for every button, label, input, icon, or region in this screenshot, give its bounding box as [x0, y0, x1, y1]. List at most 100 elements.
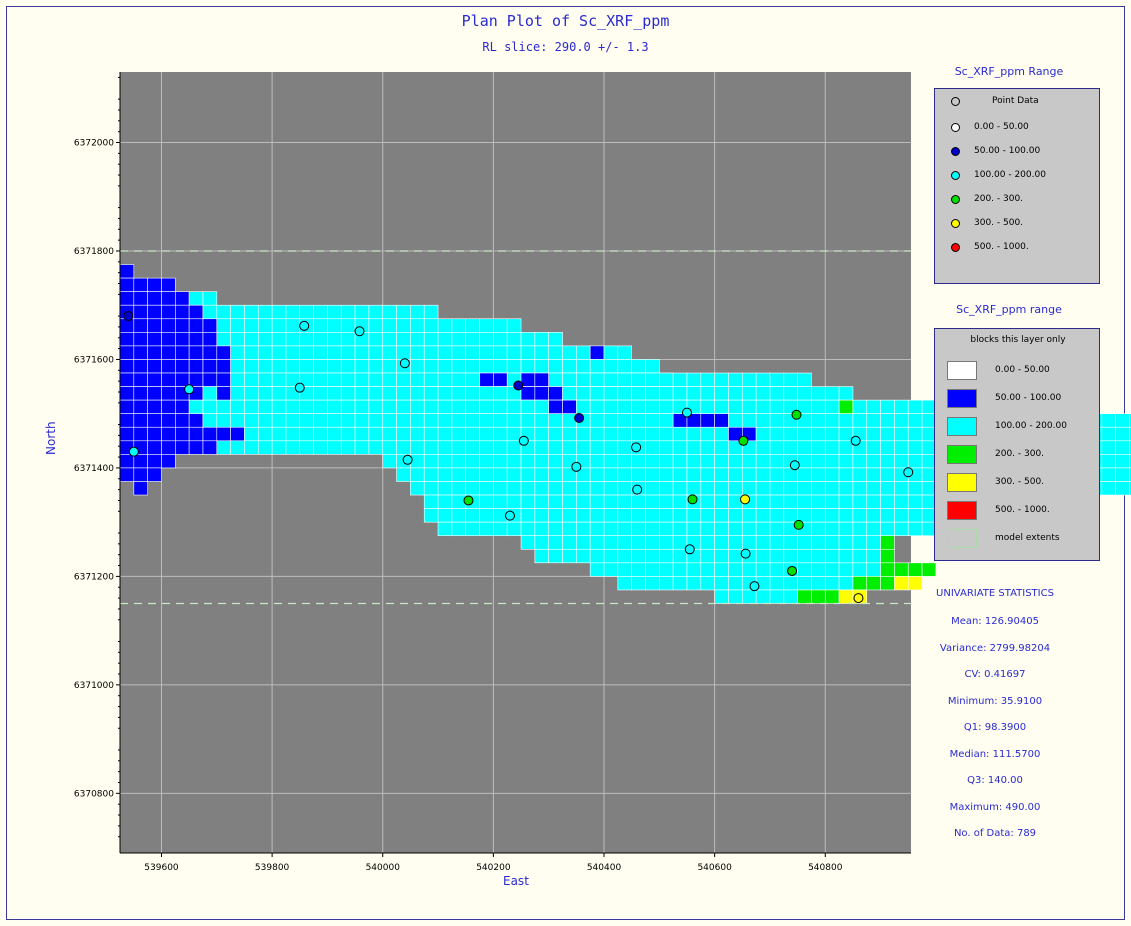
block-cell — [797, 481, 812, 496]
block-cell — [866, 454, 881, 469]
block-cell — [589, 535, 605, 550]
block-cell — [479, 454, 494, 469]
block-cell — [838, 548, 854, 564]
block-cell — [824, 467, 840, 482]
block-cell — [423, 508, 439, 523]
block-cell — [562, 386, 577, 401]
block-cell — [188, 332, 204, 347]
block-cell — [133, 359, 148, 374]
block-cell — [368, 426, 384, 442]
block-cell — [119, 399, 135, 414]
block-cell — [769, 521, 785, 537]
block-cell — [797, 467, 812, 482]
block-cell — [451, 399, 467, 414]
block-cell — [852, 576, 868, 591]
block-cell — [161, 399, 176, 414]
block-cell — [755, 562, 771, 577]
block-cell — [880, 548, 895, 564]
block-cell — [382, 332, 397, 347]
block-cell — [451, 426, 467, 442]
block-cell — [451, 372, 467, 387]
point-legend-label: 200. - 300. — [974, 194, 1024, 204]
block-cell — [327, 413, 342, 428]
block-cell — [119, 345, 135, 360]
block-cell — [741, 562, 757, 577]
x-tick-label: 540000 — [366, 863, 401, 873]
block-cell — [202, 359, 218, 374]
block-cell — [147, 467, 162, 482]
block-cell — [188, 440, 204, 455]
block-cell — [783, 440, 798, 455]
block-cell — [147, 454, 162, 469]
block-cell — [659, 508, 674, 523]
block-cell — [410, 304, 425, 320]
block-cell — [410, 372, 425, 387]
block-cell — [437, 467, 453, 482]
block-cell — [340, 304, 356, 320]
block-cell — [838, 576, 854, 591]
block-cell — [548, 548, 563, 564]
block-cell — [894, 454, 909, 469]
block-cell — [534, 426, 549, 442]
block-cell — [894, 481, 909, 496]
block-cell — [244, 386, 259, 401]
block-cell — [299, 426, 314, 442]
block-cell — [230, 440, 245, 455]
block-cell — [465, 481, 480, 496]
block-cell — [423, 386, 439, 401]
stat-line: No. of Data: 789 — [953, 828, 1037, 839]
block-cell — [175, 426, 190, 442]
block-cell — [562, 413, 577, 428]
block-cell — [894, 494, 909, 509]
y-tick-label: 6371600 — [74, 355, 114, 365]
block-cell — [866, 576, 881, 591]
block-cell — [188, 413, 204, 428]
block-cell — [327, 372, 342, 387]
block-cell — [437, 494, 453, 509]
block-cell — [423, 454, 439, 469]
block-cell — [700, 372, 715, 387]
point-legend-item: 50.00 - 100.00 — [935, 141, 1040, 161]
block-cell — [811, 440, 826, 455]
block-cell — [686, 576, 702, 591]
x-tick-label: 539800 — [255, 863, 290, 873]
sample-point — [184, 384, 195, 395]
block-cell — [285, 426, 301, 442]
block-cell — [161, 413, 176, 428]
block-cell — [562, 481, 577, 496]
block-cell — [603, 359, 619, 374]
block-cell — [410, 413, 425, 428]
stat-line: Q1: 98.3900 — [963, 722, 1027, 733]
sample-point — [294, 382, 305, 393]
block-cell — [534, 548, 549, 564]
block-cell — [562, 372, 577, 387]
block-cell — [714, 535, 729, 550]
block-cell — [811, 494, 826, 509]
block-cell — [340, 440, 356, 455]
block-cell — [244, 372, 259, 387]
block-cell — [257, 318, 273, 333]
block-cell — [534, 440, 549, 455]
block-cell — [423, 440, 439, 455]
block-cell — [451, 386, 467, 401]
block-cell — [907, 426, 923, 442]
block-cell — [534, 494, 549, 509]
block-cell — [783, 576, 798, 591]
block-cell — [894, 440, 909, 455]
block-cell — [188, 318, 204, 333]
block-cell — [257, 359, 273, 374]
circle-icon — [951, 122, 960, 132]
block-cell — [340, 345, 356, 360]
block-cell — [548, 508, 563, 523]
block-cell — [866, 399, 881, 414]
block-cell — [313, 426, 328, 442]
block-cell — [811, 521, 826, 537]
block-cell — [714, 481, 729, 496]
block-cell — [866, 521, 881, 537]
block-cell — [119, 426, 135, 442]
block-cell — [631, 386, 646, 401]
block-cell — [382, 304, 397, 320]
block-cell — [866, 426, 881, 442]
block-cell — [548, 345, 563, 360]
block-cell — [562, 508, 577, 523]
